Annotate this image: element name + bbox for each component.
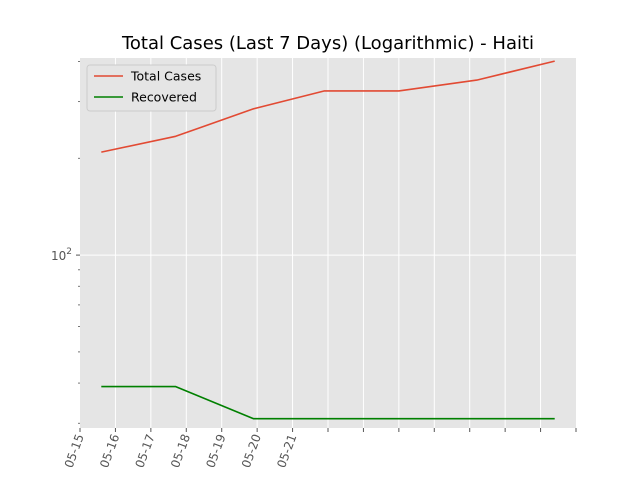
x-tick-label: 05-20 — [239, 432, 264, 470]
legend-label-recovered: Recovered — [131, 90, 197, 105]
x-tick-label: 05-19 — [203, 432, 228, 470]
series-line-recovered — [101, 385, 555, 420]
legend-label-total-cases: Total Cases — [130, 69, 201, 84]
chart-title: Total Cases (Last 7 Days) (Logarithmic) … — [121, 33, 534, 54]
x-tick-label: 05-18 — [168, 432, 193, 470]
series-line-total-cases — [101, 60, 555, 153]
legend: Total Cases Recovered — [86, 64, 217, 112]
grid — [80, 58, 576, 428]
x-axis: 05-15 05-16 05-17 05-18 05-19 05-20 05-21 — [62, 428, 577, 470]
x-tick-label: 05-15 — [62, 432, 87, 470]
x-tick-label: 05-17 — [133, 432, 158, 470]
x-tick-label: 05-21 — [274, 432, 299, 470]
x-tick-label: 05-16 — [97, 432, 122, 470]
y-axis: 102 — [51, 61, 80, 424]
y-tick-label: 102 — [51, 247, 72, 263]
series-lines — [101, 60, 555, 420]
